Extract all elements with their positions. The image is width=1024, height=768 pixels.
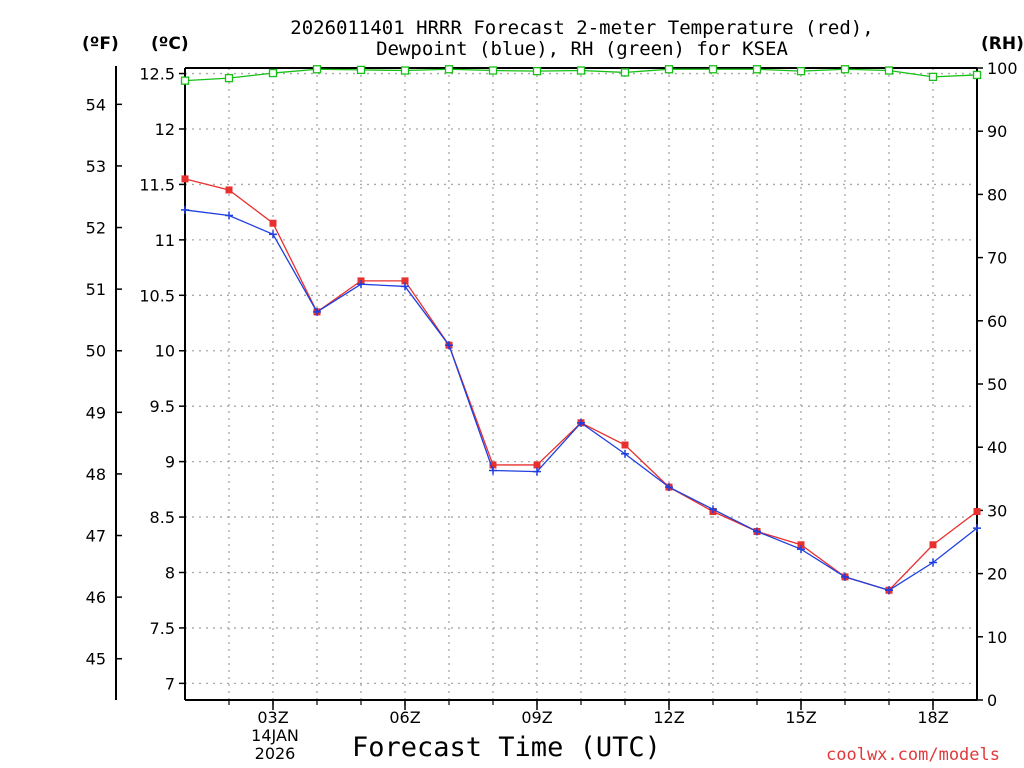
temperature-point [797, 541, 805, 549]
rh-tick-label: 90 [987, 122, 1007, 141]
celsius-tick-label: 8.5 [150, 508, 175, 527]
rh-point [532, 67, 542, 76]
celsius-tick-label: 12 [155, 120, 175, 139]
celsius-tick-label: 7.5 [150, 619, 175, 638]
rh-tick-label: 100 [987, 59, 1018, 78]
celsius-tick-label: 7 [165, 674, 175, 693]
temperature-point [533, 461, 541, 469]
rh-point [444, 65, 454, 74]
fahrenheit-tick-label: 49 [86, 403, 106, 422]
x-axis-title: Forecast Time (UTC) [352, 732, 661, 763]
dewpoint-point [973, 524, 981, 533]
rh-tick-label: 30 [987, 501, 1007, 520]
dewpoint-point [225, 211, 233, 220]
rh-point [796, 67, 806, 76]
temperature-point [269, 219, 277, 227]
fahrenheit-tick-label: 47 [86, 527, 106, 546]
rh-unit-label: (RH) [981, 34, 1024, 54]
dewpoint-point [357, 280, 365, 289]
celsius-tick-label: 11.5 [139, 175, 175, 194]
celsius-tick-label: 12.5 [139, 65, 175, 84]
dewpoint-point [445, 341, 453, 350]
rh-tick-label: 70 [987, 249, 1007, 268]
x-tick-label: 03Z [257, 708, 288, 727]
celsius-tick-label: 10 [155, 342, 175, 361]
date-label-day: 14JAN [251, 726, 299, 745]
dewpoint-point [401, 282, 409, 291]
fahrenheit-tick-label: 53 [86, 157, 106, 176]
rh-point [840, 65, 850, 74]
temperature-point [181, 175, 189, 183]
dewpoint-point [577, 418, 585, 427]
dewpoint-point [269, 230, 277, 239]
dewpoint-point [929, 558, 937, 567]
temperature-point [973, 508, 981, 516]
fahrenheit-tick-label: 51 [86, 280, 106, 299]
temperature-point [489, 461, 497, 469]
rh-point [664, 65, 674, 74]
rh-point [884, 66, 894, 75]
celsius-tick-label: 8 [165, 563, 175, 582]
fahrenheit-unit-label: (ºF) [82, 34, 119, 54]
source-credit: coolwx.com/models [826, 745, 1000, 765]
rh-tick-label: 40 [987, 438, 1007, 457]
temperature-point [225, 186, 233, 194]
fahrenheit-tick-label: 50 [86, 342, 106, 361]
x-tick-label: 18Z [917, 708, 948, 727]
date-label-year: 2026 [254, 744, 296, 763]
rh-point [972, 70, 982, 80]
x-tick-label: 06Z [389, 708, 420, 727]
fahrenheit-tick-label: 46 [86, 588, 106, 607]
rh-tick-label: 20 [987, 565, 1007, 584]
rh-point [268, 68, 278, 78]
dewpoint-point [797, 545, 805, 554]
dewpoint-point [533, 467, 541, 476]
dewpoint-point [181, 205, 189, 214]
rh-point [488, 66, 498, 75]
rh-tick-label: 80 [987, 185, 1007, 204]
rh-point [356, 65, 366, 75]
rh-point [708, 65, 718, 74]
chart-title-line2: Dewpoint (blue), RH (green) for KSEA [376, 38, 788, 60]
rh-point [400, 66, 410, 75]
rh-point [180, 76, 190, 85]
rh-point [752, 65, 762, 74]
celsius-tick-label: 10.5 [139, 286, 175, 305]
celsius-tick-label: 11 [155, 231, 175, 250]
dewpoint-point [709, 505, 717, 514]
dewpoint-series-line [184, 209, 978, 591]
dewpoint-point [753, 527, 761, 536]
dewpoint-point [621, 449, 629, 458]
dewpoint-point [313, 307, 321, 316]
rh-point [224, 73, 234, 83]
dewpoint-point [885, 586, 893, 595]
fahrenheit-tick-label: 48 [86, 465, 106, 484]
dewpoint-point [841, 572, 849, 581]
rh-point [620, 68, 630, 77]
dewpoint-point [665, 483, 673, 492]
rh-point [576, 66, 586, 75]
fahrenheit-tick-label: 45 [86, 650, 106, 669]
chart-title-line1: 2026011401 HRRR Forecast 2-meter Tempera… [290, 17, 874, 39]
rh-tick-label: 50 [987, 375, 1007, 394]
fahrenheit-tick-label: 54 [86, 95, 106, 114]
rh-point [928, 72, 938, 81]
rh-point [312, 65, 322, 74]
x-tick-label: 15Z [785, 708, 816, 727]
fahrenheit-tick-label: 52 [86, 219, 106, 238]
rh-tick-label: 0 [987, 691, 997, 710]
celsius-tick-label: 9.5 [150, 397, 175, 416]
temperature-point [401, 277, 409, 285]
dewpoint-point [489, 466, 497, 475]
celsius-unit-label: (ºC) [151, 34, 189, 54]
temperature-point [621, 441, 629, 449]
rh-tick-label: 60 [987, 312, 1007, 331]
rh-tick-label: 10 [987, 628, 1007, 647]
celsius-tick-label: 9 [165, 453, 175, 472]
x-tick-label: 12Z [653, 708, 684, 727]
x-tick-label: 09Z [521, 708, 552, 727]
temperature-point [929, 541, 937, 549]
